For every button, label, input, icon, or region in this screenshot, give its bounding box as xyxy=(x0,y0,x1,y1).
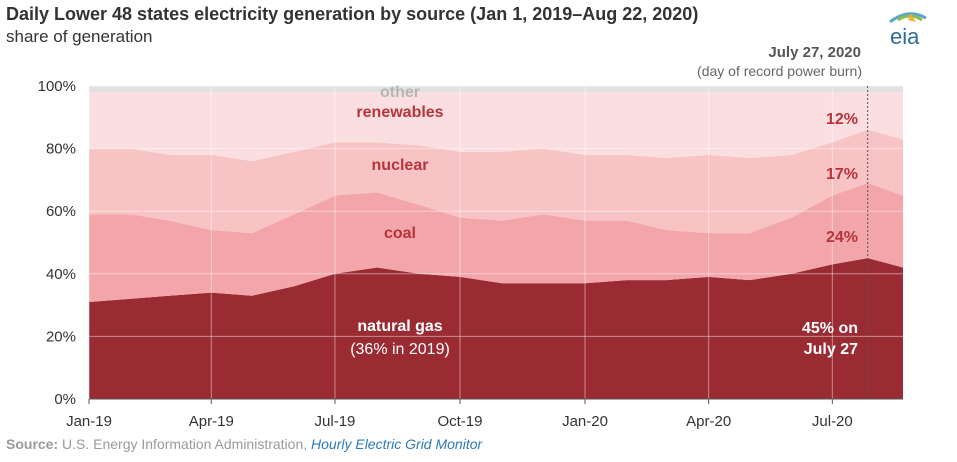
label-coal: coal xyxy=(384,225,416,242)
y-tick-label: 40% xyxy=(46,266,76,283)
logo-arc-blue xyxy=(889,12,927,24)
logo-leaf-yellow xyxy=(908,14,916,22)
area-series-group xyxy=(89,86,903,399)
source-note: Source: U.S. Energy Information Administ… xyxy=(6,436,482,452)
area-natural-gas xyxy=(89,258,903,399)
x-tick-label: Jan-20 xyxy=(562,413,608,430)
x-tick-label: Jan-19 xyxy=(66,413,112,430)
area-coal xyxy=(89,183,903,302)
label-renewables: renewables xyxy=(356,104,443,121)
x-tick-label: Oct-19 xyxy=(437,413,482,430)
label-other: other xyxy=(380,84,420,101)
source-text: U.S. Energy Information Administration, xyxy=(62,436,308,452)
eia-logo: eia xyxy=(889,12,927,48)
annotation-coal-pct: 24% xyxy=(826,229,858,246)
label-natural-gas-sub: (36% in 2019) xyxy=(350,341,450,358)
annotation-date: July 27, 2020 xyxy=(768,44,861,61)
y-tick-label: 0% xyxy=(54,391,76,408)
label-natural-gas: natural gas xyxy=(357,318,442,335)
x-tick-label: Jul-20 xyxy=(812,413,853,430)
y-tick-label: 80% xyxy=(46,141,76,158)
annotation-nuclear-pct: 17% xyxy=(826,166,858,183)
y-axis: 0% 20% 40% 60% 80% 100% xyxy=(38,78,76,408)
area-renewables xyxy=(89,92,903,162)
source-link[interactable]: Hourly Electric Grid Monitor xyxy=(311,436,483,452)
y-tick-label: 100% xyxy=(38,78,76,95)
annotation-note: (day of record power burn) xyxy=(697,63,862,79)
x-tick-label: Apr-20 xyxy=(686,413,731,430)
logo-text: eia xyxy=(890,24,920,48)
source-label: Source: xyxy=(6,436,59,452)
x-tick-label: Apr-19 xyxy=(189,413,234,430)
annotation-gas-pct: 45% on xyxy=(802,320,858,337)
chart-subtitle: share of generation xyxy=(6,27,153,46)
area-nuclear xyxy=(89,129,903,234)
x-tick-label: Jul-19 xyxy=(315,413,356,430)
chart-title: Daily Lower 48 states electricity genera… xyxy=(6,4,699,24)
annotation-gas-date: July 27 xyxy=(804,341,858,358)
annotation-renewables-pct: 12% xyxy=(826,111,858,128)
area-other xyxy=(89,86,903,93)
y-tick-label: 20% xyxy=(46,328,76,345)
y-tick-label: 60% xyxy=(46,203,76,220)
grid-lines xyxy=(88,85,903,400)
x-axis: Jan-19 Apr-19 Jul-19 Oct-19 Jan-20 Apr-20 Jul-… xyxy=(66,399,853,430)
label-nuclear: nuclear xyxy=(372,157,429,174)
